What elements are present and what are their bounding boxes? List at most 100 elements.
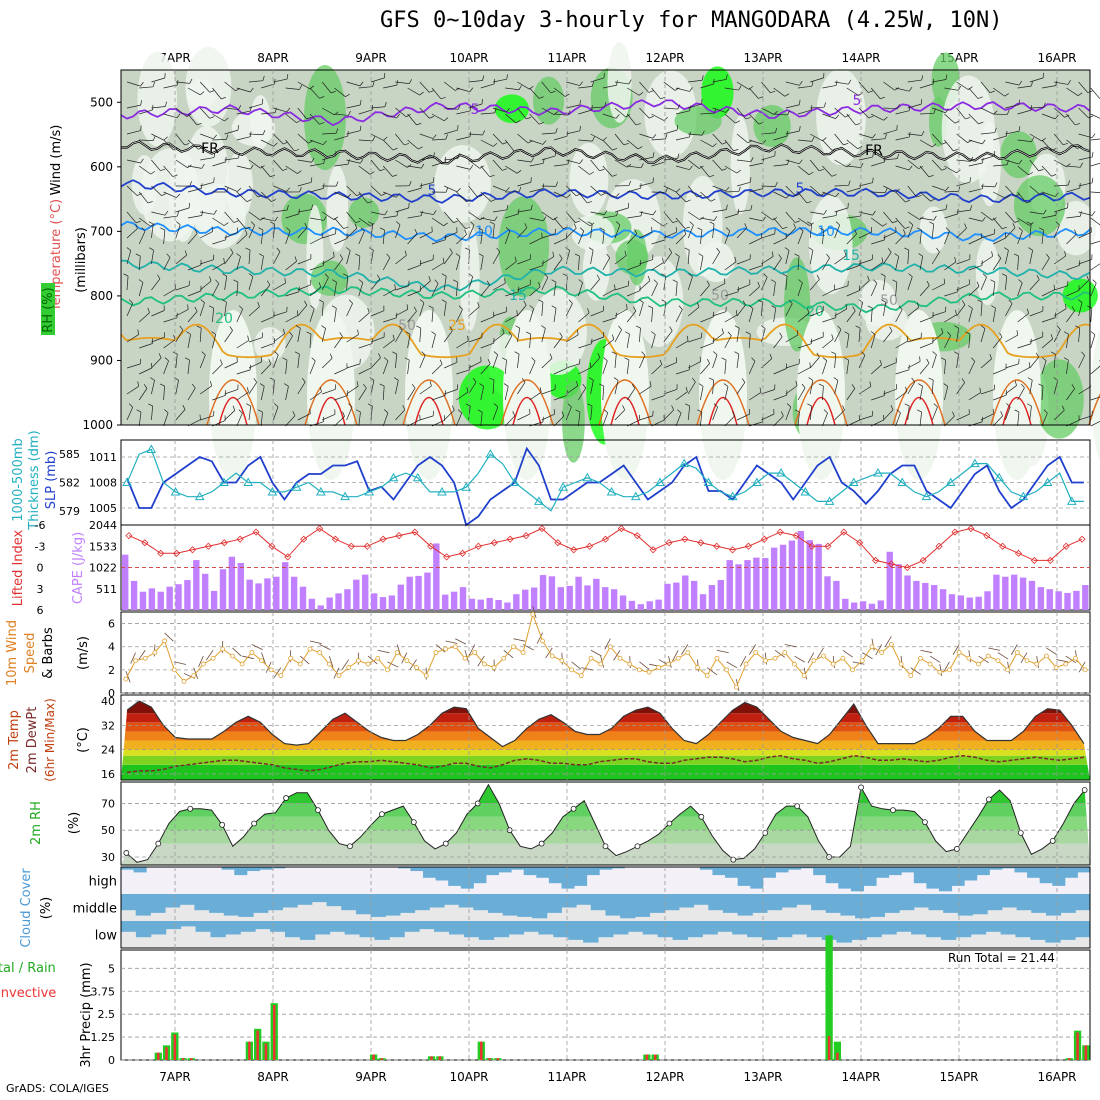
- wind-barb-staff: [992, 87, 1005, 97]
- cloud-bar-high: [964, 867, 978, 881]
- wind-barb: [273, 247, 281, 265]
- wind-barb-feather: [502, 328, 505, 334]
- wind-barb-staff: [724, 113, 736, 124]
- wind-barb: [602, 210, 618, 219]
- wind10m-barb: [852, 661, 865, 665]
- wind-barb-staff: [468, 159, 481, 169]
- wind-barb-feather: [712, 351, 718, 355]
- wind-barb-staff: [383, 288, 396, 297]
- wind-barb-staff: [1053, 354, 1056, 369]
- wind-barb-feather: [489, 174, 495, 178]
- wind-barb-feather: [335, 128, 339, 134]
- wind-barb: [273, 278, 286, 291]
- wind-barb: [773, 191, 791, 199]
- wind-barb-staff: [126, 363, 141, 369]
- wind-barb: [871, 188, 888, 194]
- wind-barb: [883, 211, 898, 224]
- wind-barb-staff: [517, 258, 531, 265]
- wind-barb-feather: [147, 307, 150, 313]
- wind-barb: [529, 232, 543, 245]
- wind-barb-staff: [163, 230, 166, 245]
- wind-barb: [468, 221, 475, 239]
- wind-barb: [492, 74, 508, 83]
- wind10m-barb: [468, 644, 476, 656]
- wind-barb-staff: [529, 217, 544, 222]
- cloud-bar-low: [493, 921, 510, 938]
- wind-barb-feather: [1064, 114, 1070, 118]
- wind-barb-staff: [236, 413, 243, 427]
- cloud-bar-low: [404, 921, 420, 932]
- wind-barb-staff: [395, 285, 409, 291]
- wind-barb: [346, 403, 353, 421]
- wind-barb-feather: [330, 90, 336, 94]
- date-label-top: 14APR: [841, 51, 880, 65]
- wind-barb-feather: [911, 377, 916, 383]
- cloud-bar-middle: [811, 894, 827, 911]
- wind-barb-staff: [273, 406, 279, 421]
- wind-speed-point: [782, 650, 788, 655]
- wind-barb-staff: [248, 211, 261, 221]
- wind-barb-staff: [236, 217, 247, 229]
- wind-barb-feather: [947, 331, 951, 336]
- wind-barb-staff: [1090, 113, 1100, 119]
- wind-barb-staff: [517, 304, 527, 317]
- cloud-bar-low: [687, 921, 703, 938]
- wind-barb-feather: [952, 411, 955, 417]
- wind-barb-feather: [486, 280, 490, 286]
- wind-barb: [1026, 221, 1032, 239]
- wind-barb-staff: [236, 256, 241, 271]
- wind-barb-feather: [818, 168, 824, 172]
- wind-barb-staff: [504, 415, 516, 427]
- wind-barb-staff: [468, 80, 483, 83]
- wind-barb: [187, 139, 204, 150]
- wind-barb-feather: [232, 405, 236, 411]
- rh2m-point: [1049, 838, 1056, 844]
- wind-barb-feather: [726, 204, 728, 210]
- rh-shading-blob: [644, 70, 697, 158]
- wind-barb-staff: [1054, 81, 1069, 85]
- wind-barb: [944, 309, 957, 323]
- rh-shading-blob: [562, 380, 585, 463]
- wind-barb-staff: [968, 237, 982, 245]
- wind-barb-feather: [908, 105, 911, 111]
- wind-barb: [919, 337, 934, 349]
- wind-barb: [517, 223, 528, 239]
- wind-barb: [761, 81, 776, 94]
- wind-barb: [651, 279, 658, 297]
- wind-barb-staff: [163, 386, 165, 401]
- wind-barb-staff: [163, 215, 178, 219]
- wind-barb: [382, 357, 389, 375]
- cape-bar: [486, 597, 493, 610]
- cloud-bar-high: [938, 867, 953, 892]
- lifted-index-point: [887, 560, 895, 568]
- wind-barb-staff: [700, 112, 715, 115]
- cloud-bar-high: [435, 867, 449, 881]
- wind-barb-feather: [383, 136, 388, 141]
- wind-barb-feather: [213, 152, 216, 158]
- wind-barb: [343, 273, 349, 291]
- wind-barb: [956, 409, 970, 421]
- cloud-bar-high: [1039, 867, 1053, 884]
- wind-barb: [797, 191, 812, 204]
- wind-barb-staff: [919, 363, 930, 375]
- lifted-index-line: [128, 527, 1083, 569]
- wind-speed-point: [898, 661, 904, 667]
- wind-barb: [565, 223, 577, 239]
- thickness-point: [340, 491, 350, 501]
- wind-barb-feather: [286, 227, 291, 232]
- wind-barb-feather: [902, 229, 906, 235]
- lifted-index-point: [331, 535, 340, 543]
- wind-barb: [186, 331, 191, 349]
- wind-barb-staff: [456, 369, 470, 375]
- wind-speed-point: [627, 661, 633, 667]
- wind-barb-staff: [261, 316, 275, 323]
- wind-barb: [712, 328, 724, 343]
- wind-barb-staff: [236, 309, 243, 323]
- wind-barb-staff: [761, 302, 763, 317]
- wind-barb-staff: [724, 87, 739, 91]
- wind10m-barb-staff: [920, 649, 933, 654]
- wind-barb-staff: [919, 230, 922, 245]
- wind-barb: [465, 403, 471, 421]
- wind-barb-feather: [233, 220, 239, 223]
- wind-barb-staff: [883, 302, 887, 317]
